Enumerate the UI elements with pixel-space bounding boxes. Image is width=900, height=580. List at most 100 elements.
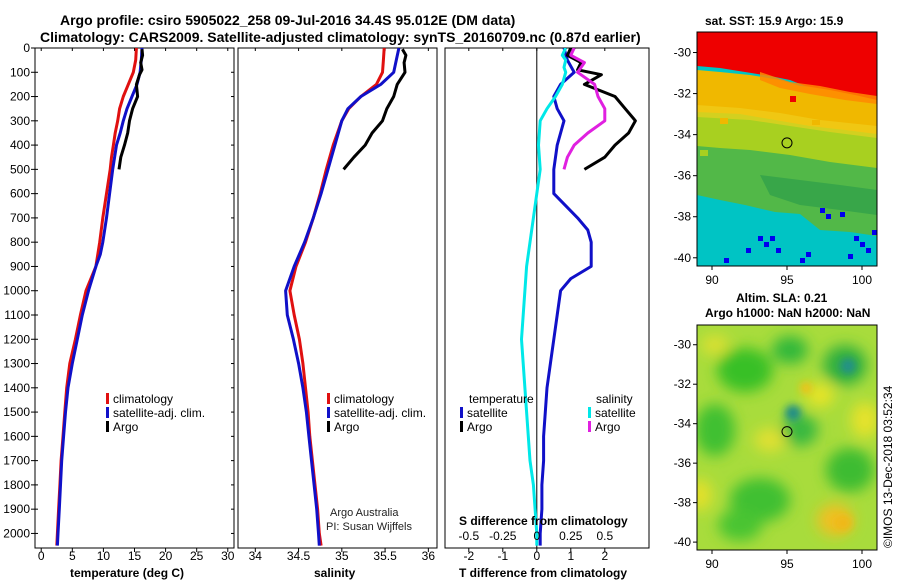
legend-temp-satellite-label: satellite (467, 406, 508, 420)
x-tick-label: 10 (97, 549, 111, 563)
legend-argo-swatch (106, 421, 109, 432)
depth-tick-label: 1100 (4, 308, 30, 322)
depth-tick-label: 2000 (3, 526, 30, 540)
difference-xlabel: T difference from climatology (459, 566, 627, 580)
s-diff-tick-label: 0 (533, 529, 540, 543)
legend-title-temperature: temperature (469, 392, 534, 406)
temperature-x-axis: 0 5 10 15 20 25 30 (38, 48, 235, 563)
x-tick-label: 20 (159, 549, 173, 563)
credit-line1: Argo Australia (330, 507, 399, 519)
figure-title-line1: Argo profile: csiro 5905022_258 09-Jul-2… (60, 12, 515, 28)
temperature-xlabel: temperature (deg C) (70, 566, 184, 580)
legend-climatology-label: climatology (113, 392, 173, 406)
depth-tick-label: 600 (10, 187, 30, 201)
s-diff-tick-label: -0.25 (489, 529, 517, 543)
legend-sal-argo-swatch (588, 421, 591, 432)
temperature-axes (34, 47, 235, 549)
x-tick-label: 30 (221, 549, 235, 563)
x-tick-label: 25 (190, 549, 204, 563)
map-x-tick-label: 95 (780, 557, 794, 571)
depth-tick-label: 1300 (3, 357, 30, 371)
map-y-tick-label: -32 (674, 87, 692, 101)
map-y-tick-label: -38 (674, 210, 692, 224)
series-line-salinity-satellite (520, 48, 568, 546)
salinity-series (284, 48, 408, 546)
sla-map-title-line1: Altim. SLA: 0.21 (736, 291, 828, 305)
x-tick-label: 34 (249, 549, 263, 563)
sla-map-field (697, 325, 877, 550)
salinity-diff-axis: -0.5 -0.25 0 0.25 0.5 (458, 529, 613, 543)
temperature-series (55, 48, 145, 546)
legend-sal-satellite-label: satellite (595, 406, 636, 420)
legend-temp-satellite-swatch (460, 407, 463, 418)
legend-satellite-swatch (327, 407, 330, 418)
legend-title-salinity: salinity (596, 392, 633, 406)
salinity-legend: climatology satellite-adj. clim. Argo (327, 392, 426, 434)
x-tick-label: 0 (38, 549, 45, 563)
s-diff-tick-label: 0.5 (596, 529, 613, 543)
temperature-legend: climatology satellite-adj. clim. Argo (106, 392, 205, 434)
legend-argo-swatch (327, 421, 330, 432)
depth-tick-label: 300 (10, 114, 30, 128)
sla-map: Altim. SLA: 0.21 Argo h1000: NaN h2000: … (674, 291, 878, 571)
sst-map-field (697, 32, 877, 266)
x-tick-label: 2 (601, 549, 608, 563)
legend-satellite-label: satellite-adj. clim. (113, 406, 205, 420)
legend-argo-label: Argo (334, 420, 360, 434)
x-tick-label: -1 (497, 549, 508, 563)
difference-axes (444, 47, 650, 549)
map-y-tick-label: -38 (674, 496, 692, 510)
legend-satellite-swatch (106, 407, 109, 418)
legend-climatology-swatch (106, 393, 109, 404)
map-x-tick-label: 100 (852, 557, 872, 571)
map-y-tick-label: -34 (674, 128, 692, 142)
series-line-satellite-adj-clim- (55, 48, 144, 546)
depth-tick-label: 800 (10, 235, 30, 249)
depth-tick-label: 1000 (3, 284, 30, 298)
legend-climatology-swatch (327, 393, 330, 404)
sla-map-axes: 90 95 100 -30 -32 -34 -36 -38 -40 (674, 338, 873, 571)
series-line-satellite-adj-clim- (284, 48, 401, 546)
depth-tick-label: 700 (10, 211, 30, 225)
map-y-tick-label: -40 (674, 251, 692, 265)
map-y-tick-label: -40 (674, 535, 692, 549)
depth-tick-label: 1500 (3, 405, 30, 419)
map-x-tick-label: 90 (705, 273, 719, 287)
difference-panel: -2 -1 0 1 2 T difference from climatology S … (444, 47, 650, 580)
legend-temp-argo-swatch (460, 421, 463, 432)
x-tick-label: 35.5 (373, 549, 397, 563)
map-y-tick-label: -36 (674, 456, 692, 470)
series-line-temperature-argo (565, 48, 637, 171)
x-tick-label: 35 (335, 549, 349, 563)
map-y-tick-label: -36 (674, 169, 692, 183)
salinity-axes (237, 47, 438, 549)
difference-xlabel-top: S difference from climatology (459, 514, 628, 528)
s-diff-tick-label: -0.5 (458, 529, 479, 543)
sst-map-title: sat. SST: 15.9 Argo: 15.9 (705, 14, 844, 28)
depth-tick-label: 0 (23, 41, 30, 55)
sst-map: sat. SST: 15.9 Argo: 15.9 (674, 14, 878, 287)
map-x-tick-label: 95 (780, 273, 794, 287)
depth-tick-label: 1800 (3, 478, 30, 492)
salinity-panel: 34 34.5 35 35.5 36 salinity climatology sate… (237, 47, 438, 580)
x-tick-label: 36 (422, 549, 436, 563)
depth-tick-label: 400 (10, 138, 30, 152)
argo-location-marker (781, 137, 793, 149)
series-line-temperature-satellite (538, 48, 593, 546)
depth-tick-label: 1700 (3, 454, 30, 468)
series-line-argo (342, 48, 408, 171)
depth-tick-label: 200 (10, 90, 30, 104)
depth-tick-label: 1400 (3, 381, 30, 395)
argo-location-marker (781, 426, 793, 438)
timestamp: ©IMOS 13-Dec-2018 03:52:34 (881, 385, 895, 548)
legend-climatology-label: climatology (334, 392, 394, 406)
map-y-tick-label: -34 (674, 417, 692, 431)
x-tick-label: -2 (463, 549, 474, 563)
depth-tick-label: 1200 (3, 332, 30, 346)
figure-title-line2: Climatology: CARS2009. Satellite-adjuste… (40, 29, 641, 45)
salinity-x-axis: 34 34.5 35 35.5 36 (249, 48, 436, 563)
sla-map-title-line2: Argo h1000: NaN h2000: NaN (705, 306, 870, 320)
series-line-argo (117, 49, 145, 170)
legend-sal-satellite-swatch (588, 407, 591, 418)
